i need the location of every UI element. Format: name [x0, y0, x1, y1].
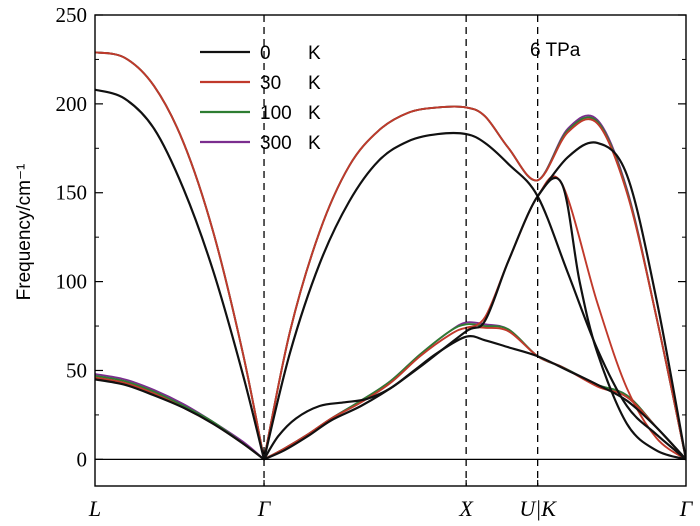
x-tick-label: U|K: [519, 496, 557, 521]
series-1-branch-4: [465, 175, 686, 461]
x-tick-label: Γ: [679, 496, 694, 521]
series-0-branch-3: [263, 335, 686, 461]
series-0-branch-1: [95, 378, 265, 461]
series-0-branch-2: [262, 131, 686, 461]
y-axis-title: Frequency/cm⁻¹: [14, 164, 35, 301]
tick-labels: 0 50 100 150 200 250 L Γ X U|K Γ: [56, 3, 694, 521]
legend: 0 K 30 K 100 K 300 K: [200, 43, 321, 154]
series-0-branch-0: [95, 88, 266, 460]
series-1-branch-1: [95, 376, 265, 461]
series-lines: [95, 51, 686, 461]
y-tick-label: 250: [56, 3, 88, 27]
series-3-branch-3: [263, 321, 686, 461]
series-2-branch-3: [263, 323, 686, 461]
legend-entry-unit: K: [308, 73, 321, 94]
y-tick-label: 200: [56, 92, 88, 116]
x-tick-label: L: [88, 496, 101, 521]
series-2-branch-2: [263, 105, 686, 460]
legend-entry-unit: K: [308, 133, 321, 154]
legend-entry-number: 30: [260, 73, 281, 94]
series-1-branch-2: [263, 105, 686, 460]
axes: [94, 14, 687, 487]
legend-entry-number: 300: [260, 133, 292, 154]
plot-frame: [94, 14, 687, 487]
y-tick-label: 50: [66, 358, 87, 382]
y-tick-label: 0: [77, 447, 88, 471]
series-2-branch-0: [95, 51, 265, 460]
guide-lines: [95, 15, 686, 486]
series-0-branch-4: [263, 176, 686, 461]
legend-entry-number: 0: [260, 43, 271, 64]
series-3-branch-2: [263, 105, 686, 460]
x-tick-label: Γ: [257, 496, 272, 521]
legend-entry-number: 100: [260, 103, 292, 124]
y-tick-label: 100: [56, 270, 88, 294]
chart-annotation: 6 TPa: [530, 40, 581, 61]
legend-entry-unit: K: [308, 43, 321, 64]
y-tick-label: 150: [56, 181, 88, 205]
series-2-branch-1: [95, 374, 265, 461]
series-3-branch-1: [95, 373, 265, 461]
series-0-branch-5: [536, 141, 686, 460]
legend-entry-unit: K: [308, 103, 321, 124]
series-1-branch-0: [95, 51, 265, 460]
x-tick-label: X: [458, 496, 474, 521]
series-3-branch-0: [95, 51, 265, 460]
